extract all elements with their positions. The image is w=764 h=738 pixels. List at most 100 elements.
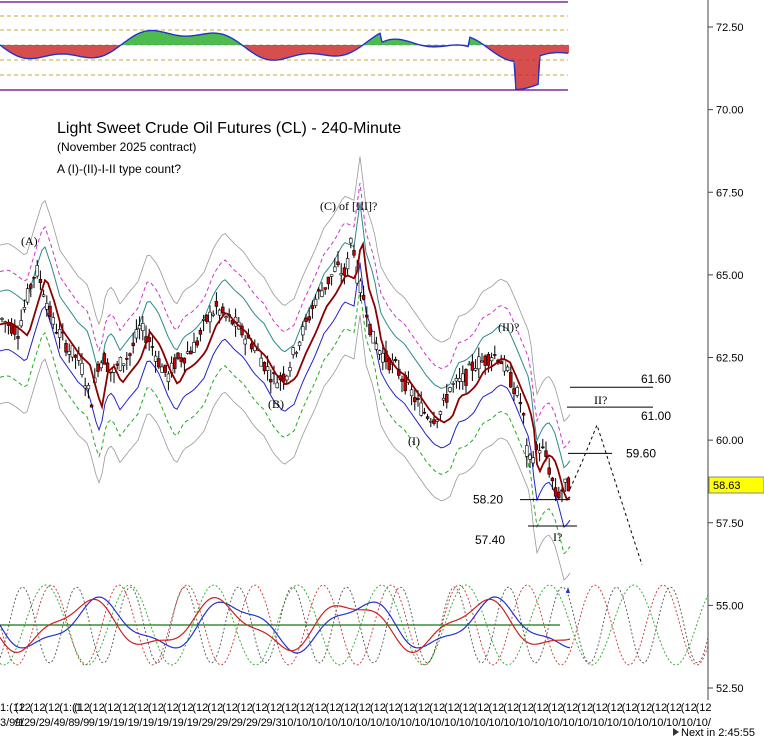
x-tick-top-label: (12	[592, 702, 608, 714]
candle-body	[499, 361, 503, 365]
candle-body	[541, 446, 545, 449]
x-tick-bottom-label: 10/	[429, 717, 445, 729]
level-label: 58.20	[473, 493, 503, 507]
candle-body	[189, 350, 193, 355]
y-tick-label: 72.50	[716, 22, 744, 34]
x-tick-bottom-label: 10/	[548, 717, 564, 729]
x-tick-bottom-label: 9/2	[192, 717, 207, 729]
candle-body	[115, 363, 119, 366]
candle-body	[425, 416, 430, 419]
wave-label: I?	[553, 530, 562, 544]
x-tick-top-label: (12	[178, 702, 194, 714]
candle-body	[137, 325, 142, 330]
candle-body	[461, 373, 465, 382]
x-tick-bottom-label: 10/	[459, 717, 475, 729]
x-tick-bottom-label: 10/	[296, 717, 312, 729]
x-tick-bottom-label: 10/	[385, 717, 401, 729]
candle-body	[291, 347, 295, 355]
candle-body	[121, 363, 126, 367]
candle-body	[515, 387, 519, 396]
candle-body	[48, 305, 52, 317]
next-label: Next in 2:45:55	[681, 727, 755, 738]
x-tick-bottom-label: 10/	[311, 717, 327, 729]
candle-body	[109, 371, 113, 374]
y-tick-label: 62.50	[716, 353, 744, 365]
candle-body	[400, 378, 404, 382]
price-envelope-bands	[0, 156, 571, 581]
x-tick-top-label: (12	[89, 702, 105, 714]
candle-body	[317, 289, 321, 292]
candle-body	[313, 298, 318, 306]
cycle-wave	[0, 586, 709, 664]
y-tick-label: 60.00	[716, 435, 744, 447]
candle-body	[457, 378, 462, 382]
x-tick-top-label: (12	[696, 702, 712, 714]
candle-body	[349, 238, 353, 244]
x-tick-bottom-label: 9/2	[237, 717, 252, 729]
level-label: 61.60	[641, 372, 671, 386]
candle-body	[358, 280, 363, 294]
x-tick-bottom-label: 10/	[696, 717, 712, 729]
candle-body	[230, 319, 235, 325]
candle-body	[265, 366, 270, 371]
x-tick-top-label: (12	[311, 702, 327, 714]
candle-body	[160, 366, 164, 373]
x-tick-bottom-label: 9/1	[178, 717, 193, 729]
candle-body	[371, 331, 375, 344]
x-tick-bottom-label: 10/	[636, 717, 652, 729]
x-tick-bottom-label: 10/	[577, 717, 593, 729]
x-tick-bottom-label: 10/	[281, 717, 297, 729]
x-tick-top-label: (12	[607, 702, 623, 714]
candle-body	[381, 353, 385, 363]
candle-body	[307, 316, 311, 321]
candle-body	[32, 277, 36, 279]
candle-body	[486, 354, 491, 366]
x-tick-top-label: (12	[207, 702, 223, 714]
lower-blue-band	[0, 262, 571, 529]
candle-body	[521, 413, 526, 416]
candle-body	[464, 369, 468, 386]
candle-body	[345, 258, 350, 270]
candle-body	[477, 356, 481, 370]
candle-body	[441, 397, 446, 401]
x-tick-top-label: (12	[562, 702, 578, 714]
candle-body	[19, 320, 23, 327]
candle-body	[201, 318, 206, 321]
candle-body	[249, 343, 254, 350]
candle-body	[509, 372, 513, 388]
candle-body	[432, 419, 436, 424]
candle-body	[326, 276, 331, 285]
osc-signal-line	[0, 29, 569, 91]
upper-magenta-band	[0, 183, 571, 449]
candle-body	[310, 305, 315, 309]
moving-average-line	[0, 240, 571, 502]
x-tick-bottom-label: 9/2	[222, 717, 237, 729]
candle-body	[16, 336, 20, 339]
x-tick-bottom-label: 10/	[340, 717, 356, 729]
wave-label: (II)?	[498, 320, 519, 334]
candle-body	[243, 338, 247, 345]
candle-body	[86, 385, 91, 390]
x-tick-top-label: (12	[163, 702, 179, 714]
candle-body	[435, 419, 439, 422]
x-tick-top-label: (12	[252, 702, 268, 714]
candle-body	[217, 309, 222, 316]
x-tick-top-label: (12	[622, 702, 638, 714]
candle-body	[368, 323, 372, 336]
candle-body	[35, 265, 39, 277]
candle-body	[38, 278, 43, 283]
x-tick-bottom-label: 10/	[503, 717, 519, 729]
candle-body	[221, 306, 225, 314]
candle-body	[22, 307, 27, 310]
x-tick-bottom-label: 10/	[518, 717, 534, 729]
x-tick-top-label: (12	[385, 702, 401, 714]
candle-body	[185, 351, 190, 354]
x-axis-ticks: 1:(123/9/1(129/2(129/2(129/4(1:(19/8(129…	[0, 702, 712, 729]
x-tick-top-label: (12	[326, 702, 342, 714]
current-price-box	[708, 476, 764, 494]
candle-body	[182, 357, 187, 364]
candle-body	[553, 487, 558, 497]
x-tick-top-label: (12	[636, 702, 652, 714]
cycle-wave	[0, 584, 709, 666]
